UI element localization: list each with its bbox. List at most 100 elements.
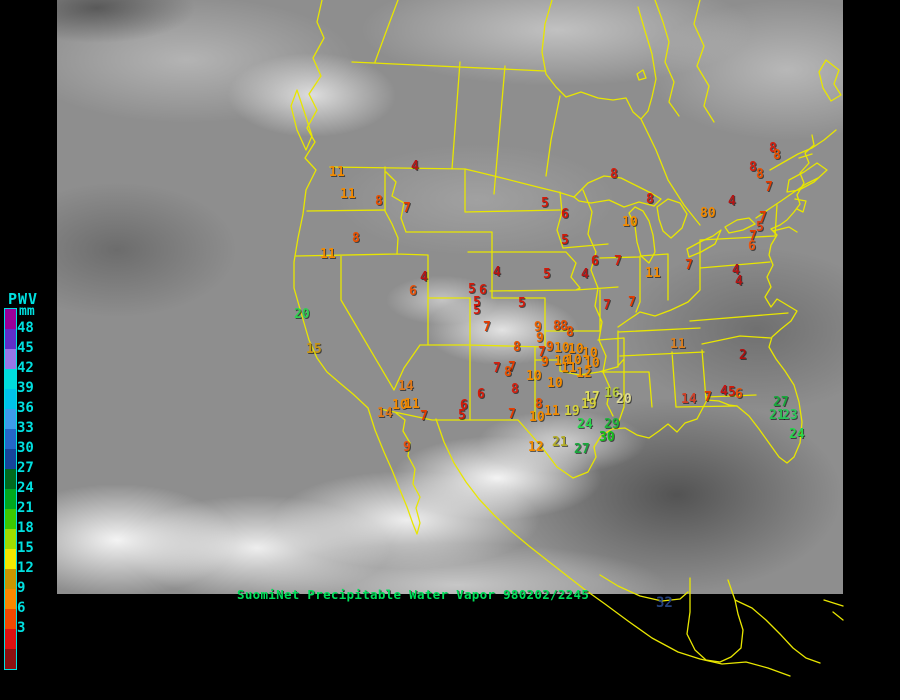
station-pwv-value: 5 [468, 282, 476, 297]
station-pwv-value: 19 [581, 397, 597, 412]
station-pwv-value: 8 [566, 325, 574, 340]
station-pwv-value: 7 [403, 201, 411, 216]
legend-tick-label: 36 [17, 400, 34, 416]
station-pwv-value: 8 [773, 148, 781, 163]
station-pwv-value: 6 [477, 387, 485, 402]
station-pwv-value: 5 [728, 385, 736, 400]
station-pwv-value: 10 [547, 376, 563, 391]
station-pwv-value: 11 [320, 247, 336, 262]
station-pwv-value: 4 [728, 194, 736, 209]
caption-text: SuomiNet Precipitable Water Vapor 980202… [237, 587, 590, 602]
legend-tick-label: 12 [17, 560, 34, 576]
station-pwv-value: 7 [749, 229, 757, 244]
station-pwv-value: 7 [508, 360, 516, 375]
legend-color-segment [5, 609, 16, 629]
station-pwv-value: 11 [670, 337, 686, 352]
station-pwv-value: 7 [603, 298, 611, 313]
station-pwv-value: 9 [536, 331, 544, 346]
station-pwv-value: 21 [552, 435, 568, 450]
legend-color-segment [5, 649, 16, 669]
station-pwv-value: 4 [581, 267, 589, 282]
legend-color-segment [5, 489, 16, 509]
station-pwv-value: 7 [483, 320, 491, 335]
station-pwv-value: 9 [546, 340, 554, 355]
legend-title: PWV [8, 290, 39, 308]
station-pwv-value: 5 [561, 233, 569, 248]
station-pwv-value: 29 [604, 417, 620, 432]
station-pwv-value: 6 [591, 254, 599, 269]
station-pwv-value: 8 [560, 319, 568, 334]
station-pwv-value: 16 [604, 386, 620, 401]
satellite-image [57, 0, 843, 594]
legend-tick-label: 24 [17, 480, 34, 496]
legend-color-segment [5, 309, 16, 329]
station-pwv-value: 6 [479, 283, 487, 298]
station-pwv-value: 5 [543, 267, 551, 282]
legend-tick-label: 42 [17, 360, 34, 376]
legend-color-segment [5, 529, 16, 549]
station-pwv-value: 7 [704, 390, 712, 405]
legend-tick-label: 45 [17, 340, 34, 356]
legend-color-segment [5, 449, 16, 469]
station-pwv-value: 27 [574, 442, 590, 457]
station-pwv-value: 27 [773, 395, 789, 410]
station-pwv-value: 7 [759, 210, 767, 225]
legend-tick-label: 9 [17, 580, 26, 596]
legend-tick-label: 48 [17, 320, 34, 336]
station-pwv-value: 10 [582, 346, 598, 361]
station-pwv-value: 7 [685, 258, 693, 273]
coastline-west [290, 0, 791, 677]
station-pwv-value: 30 [599, 430, 615, 445]
station-pwv-value: 8 [511, 382, 519, 397]
legend-color-segment [5, 389, 16, 409]
legend-color-segment [5, 509, 16, 529]
station-pwv-value: 5 [473, 303, 481, 318]
legend-tick-label: 33 [17, 420, 34, 436]
station-pwv-value: 6 [735, 387, 743, 402]
station-pwv-value: 21 [769, 408, 785, 423]
legend-color-segment [5, 409, 16, 429]
legend-color-segment [5, 429, 16, 449]
station-pwv-value: 14 [681, 392, 697, 407]
station-pwv-value: 11 [340, 187, 356, 202]
station-pwv-value: 5 [458, 408, 466, 423]
station-pwv-value: 6 [561, 207, 569, 222]
station-pwv-value: 7 [420, 409, 428, 424]
legend-colorbar [4, 308, 17, 670]
station-pwv-value: 10 [392, 398, 408, 413]
station-pwv-value: 11 [645, 266, 661, 281]
station-pwv-value: 5 [473, 295, 481, 310]
station-pwv-value: 9 [534, 320, 542, 335]
station-pwv-value: 4 [720, 384, 728, 399]
legend-color-segment [5, 589, 16, 609]
station-pwv-value: 6 [460, 398, 468, 413]
legend-tick-label: 30 [17, 440, 34, 456]
station-pwv-value: 4 [735, 274, 743, 289]
station-pwv-value: 8 [352, 231, 360, 246]
mexico-south-outlines [599, 574, 844, 664]
station-pwv-value: 12 [528, 440, 544, 455]
station-pwv-value: 20 [616, 392, 632, 407]
station-pwv-value: 12 [576, 366, 592, 381]
station-pwv-value: 8 [756, 167, 764, 182]
offshore-value: 32 [656, 595, 673, 611]
great-lakes [573, 175, 756, 264]
legend-color-segment [5, 569, 16, 589]
legend-tick-label: 6 [17, 600, 26, 616]
station-pwv-value: 10 [554, 354, 570, 369]
station-pwv-value: 5 [518, 296, 526, 311]
station-pwv-value: 8 [749, 160, 757, 175]
station-pwv-value: 17 [584, 390, 600, 405]
station-pwv-value: 10 [526, 369, 542, 384]
station-pwv-value: 8 [375, 194, 383, 209]
station-pwv-value: 9 [541, 355, 549, 370]
station-pwv-value: 7 [538, 345, 546, 360]
station-pwv-value: 8 [610, 167, 618, 182]
station-pwv-value: 4 [420, 270, 428, 285]
station-pwv-value: 11 [544, 404, 560, 419]
station-pwv-value: 7 [493, 361, 501, 376]
station-pwv-value: 4 [411, 159, 419, 174]
station-pwv-value: 10 [529, 410, 545, 425]
